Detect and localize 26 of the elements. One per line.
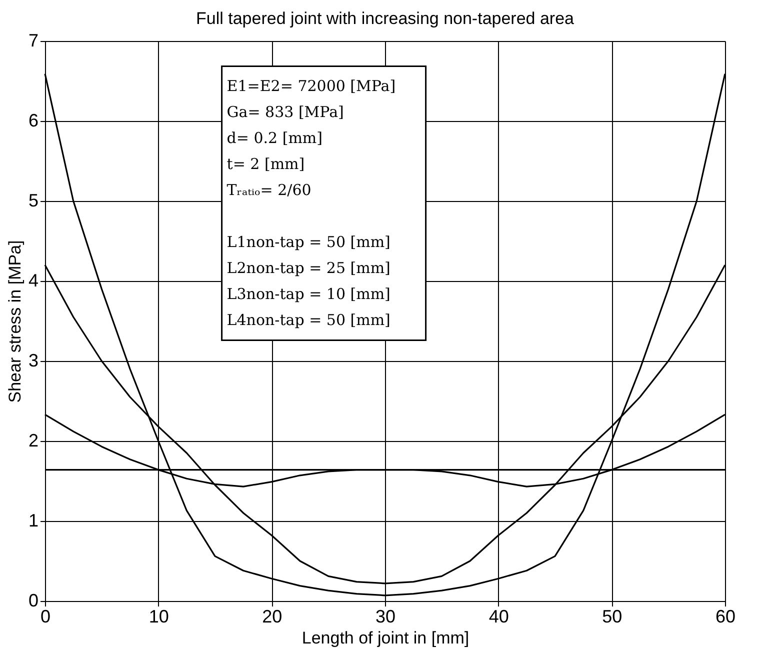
x-tick-label: 50 <box>602 606 622 626</box>
y-tick-label: 4 <box>28 270 38 290</box>
annotation: Ga= 833 [MPa] <box>226 103 344 122</box>
y-tick-label: 1 <box>28 510 38 530</box>
annotation: L1non-tap = 50 [mm] <box>226 233 390 252</box>
annotation: E1=E2= 72000 [MPa] <box>226 77 396 96</box>
annotation: L4non-tap = 50 [mm] <box>226 311 390 330</box>
x-tick-label: 30 <box>375 606 396 626</box>
annotation: d= 0.2 [mm] <box>226 129 323 148</box>
x-axis-title: Length of joint in [mm] <box>302 628 470 648</box>
y-tick-label: 6 <box>28 110 38 130</box>
x-tick-label: 10 <box>148 606 169 626</box>
annotation: Tᵣₐₜᵢₒ= 2/60 <box>226 181 312 200</box>
y-tick-label: 7 <box>28 30 38 50</box>
annotation: t= 2 [mm] <box>226 155 305 174</box>
y-tick-label: 2 <box>28 430 38 450</box>
y-tick-label: 3 <box>28 350 38 370</box>
y-tick-label: 0 <box>28 590 38 610</box>
chart-title: Full tapered joint with increasing non-tapered area <box>196 9 575 28</box>
y-axis-title: Shear stress in [MPa] <box>5 240 24 403</box>
annotation: L3non-tap = 10 [mm] <box>226 285 390 304</box>
x-tick-label: 60 <box>715 606 736 626</box>
annotation: L2non-tap = 25 [mm] <box>226 259 390 278</box>
x-tick-label: 40 <box>488 606 509 626</box>
y-tick-label: 5 <box>28 190 38 210</box>
x-tick-label: 20 <box>262 606 282 626</box>
